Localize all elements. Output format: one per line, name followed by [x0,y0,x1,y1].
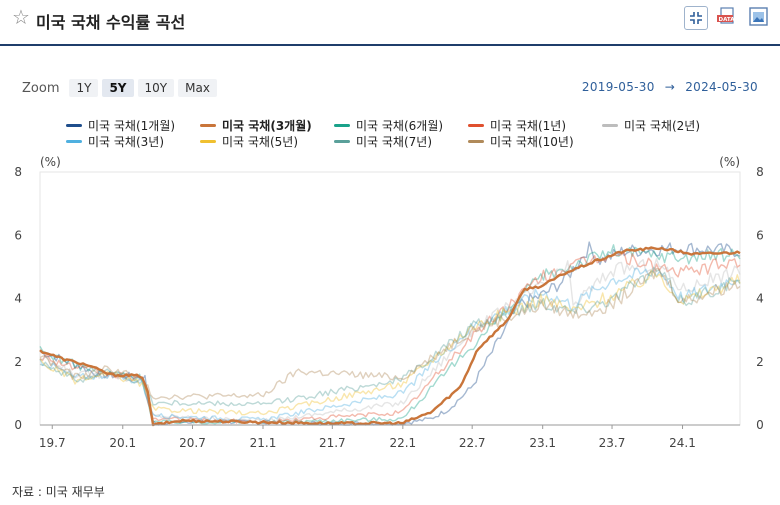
yield-chart[interactable]: 0 0 2 2 4 4 6 6 8 8 (%) (%) 19.7 20.1 20.7 21.1 21.7 22.1… [0,150,780,460]
chart-axes: 0 0 2 2 4 4 6 6 8 8 (%) (%) 19.7 20.1 20.7 21.1 21.7 22.1… [14,155,763,450]
x-tick-label: 23.7 [599,436,626,450]
y-tick-label-right: 0 [756,418,764,432]
legend-label: 미국 국채(2년) [624,119,701,133]
x-tick-label: 22.1 [389,436,416,450]
zoom-1y-button[interactable]: 1Y [69,79,99,97]
legend-label: 미국 국채(3년) [88,135,165,149]
data-export-icon[interactable]: DATA [716,6,740,30]
x-tick-label: 23.1 [529,436,556,450]
legend-label: 미국 국채(7년) [356,135,433,149]
series-line-7[interactable] [39,266,741,407]
series-line-6[interactable] [39,269,741,416]
source-note: 자료 : 미국 재무부 [12,485,105,499]
legend-label: 미국 국채(1년) [490,119,567,133]
range-start[interactable]: 2019-05-30 [581,80,655,94]
legend-item[interactable]: 미국 국채(10년) [468,133,574,150]
legend-item[interactable]: 미국 국채(2년) [602,117,700,134]
legend-label: 미국 국채(3개월) [222,119,312,133]
legend-swatch [334,140,350,143]
chart-grid [39,171,741,426]
date-range[interactable]: 2019-05-30 → 2024-05-30 [582,80,758,94]
legend-swatch [66,124,82,127]
legend-item[interactable]: 미국 국채(3개월) [200,117,312,134]
y-tick-label-right: 2 [756,355,764,369]
zoom-label: Zoom [22,80,60,96]
zoom-controls: Zoom 1Y 5Y 10Y Max [22,79,217,97]
range-arrow: → [664,80,676,94]
x-tick-label: 20.1 [109,436,136,450]
legend-label: 미국 국채(1개월) [88,119,176,133]
legend-swatch [602,124,618,127]
zoom-max-button[interactable]: Max [178,79,217,97]
legend-label: 미국 국채(6개월) [356,119,444,133]
legend-item[interactable]: 미국 국채(5년) [200,133,298,150]
series-line-5[interactable] [39,267,741,422]
legend-item[interactable]: 미국 국채(7년) [334,133,432,150]
legend-swatch [200,124,216,127]
data-badge-text: DATA [719,17,736,23]
y-tick-label-left: 4 [14,292,22,306]
legend-swatch [334,124,350,127]
x-tick-label: 22.7 [459,436,486,450]
legend-swatch [66,140,82,143]
y-tick-label-right: 6 [756,228,764,242]
y-tick-label-right: 4 [756,292,764,306]
y-tick-label-left: 0 [14,418,22,432]
x-tick-label: 21.7 [319,436,346,450]
series-line-1[interactable] [39,246,741,427]
y-tick-label-left: 6 [14,228,22,242]
legend-label: 미국 국채(10년) [490,135,574,149]
legend-item[interactable]: 미국 국채(6개월) [334,117,443,134]
series-line-4[interactable] [39,258,741,424]
series-line-8[interactable] [39,268,741,400]
plot-area [39,171,741,426]
legend-swatch [200,140,216,143]
series-line-3[interactable] [39,251,741,425]
legend-item[interactable]: 미국 국채(1년) [468,117,566,134]
y-unit-left: (%) [40,155,61,169]
zoom-10y-button[interactable]: 10Y [137,79,175,97]
legend-swatch [468,124,484,127]
x-tick-label: 21.1 [250,436,277,450]
zoom-5y-button[interactable]: 5Y [102,79,134,97]
legend-swatch [468,140,484,143]
legend-item[interactable]: 미국 국채(1개월) [66,117,175,134]
y-tick-label-left: 8 [14,165,22,179]
range-end[interactable]: 2024-05-30 [685,80,758,94]
y-tick-label-left: 2 [14,355,22,369]
fullscreen-icon[interactable] [684,6,708,30]
legend-label: 미국 국채(5년) [222,135,299,149]
x-tick-label: 24.1 [669,436,696,450]
favorite-star-icon[interactable]: ☆ [12,5,30,29]
header: ☆ 미국 국채 수익률 곡선 DATA [0,0,780,46]
x-tick-label: 19.7 [39,436,66,450]
image-export-icon[interactable] [748,6,772,30]
y-tick-label-right: 8 [756,165,764,179]
legend-item[interactable]: 미국 국채(3년) [66,133,164,150]
page-title: 미국 국채 수익률 곡선 [36,13,186,32]
x-tick-label: 20.7 [179,436,206,450]
y-unit-right: (%) [719,155,740,169]
